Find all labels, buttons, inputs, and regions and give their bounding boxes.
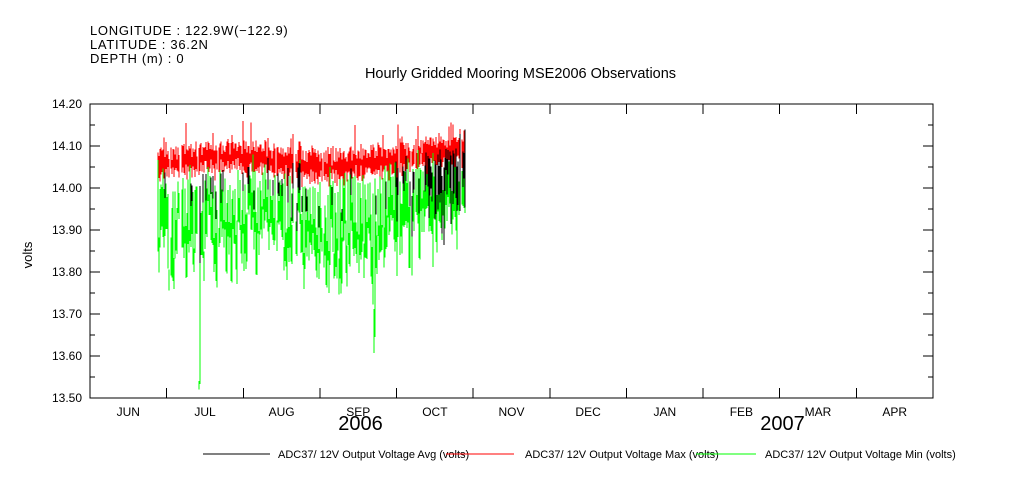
svg-text:NOV: NOV [498, 405, 524, 419]
svg-text:14.20: 14.20 [52, 97, 82, 111]
svg-text:13.70: 13.70 [52, 307, 82, 321]
svg-text:14.00: 14.00 [52, 181, 82, 195]
svg-text:13.90: 13.90 [52, 223, 82, 237]
svg-text:ADC37/ 12V Output Voltage Max: ADC37/ 12V Output Voltage Max (volts) [525, 449, 719, 461]
svg-text:DEC: DEC [575, 405, 601, 419]
svg-text:ADC37/ 12V Output Voltage Avg: ADC37/ 12V Output Voltage Avg (volts) [278, 449, 469, 461]
svg-text:SEP: SEP [346, 405, 370, 419]
svg-text:13.50: 13.50 [52, 391, 82, 405]
svg-text:13.80: 13.80 [52, 265, 82, 279]
svg-text:JUL: JUL [194, 405, 216, 419]
svg-text:JUN: JUN [117, 405, 140, 419]
svg-text:14.10: 14.10 [52, 139, 82, 153]
svg-text:FEB: FEB [730, 405, 753, 419]
svg-text:13.60: 13.60 [52, 349, 82, 363]
svg-text:ADC37/ 12V Output Voltage Min: ADC37/ 12V Output Voltage Min (volts) [765, 449, 956, 461]
svg-text:AUG: AUG [269, 405, 295, 419]
svg-text:APR: APR [882, 405, 907, 419]
svg-text:JAN: JAN [653, 405, 676, 419]
svg-text:MAR: MAR [805, 405, 832, 419]
svg-text:OCT: OCT [422, 405, 448, 419]
